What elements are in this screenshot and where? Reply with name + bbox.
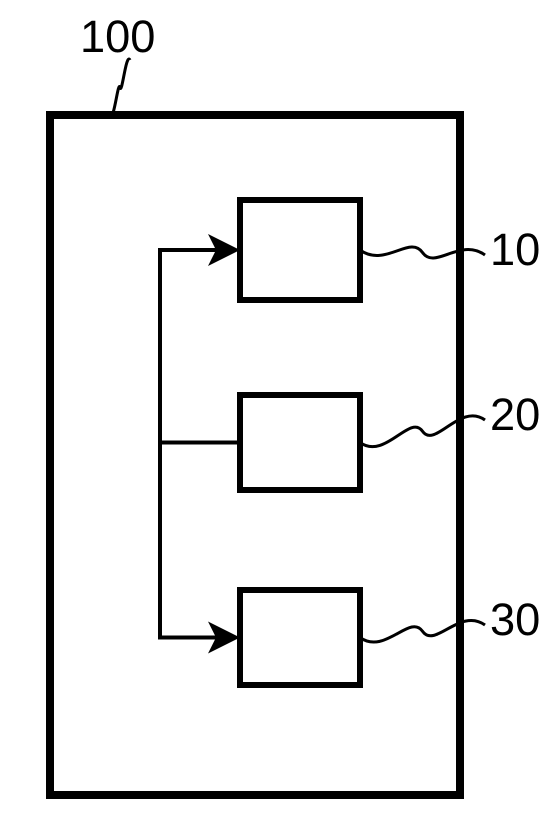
outer-box [50, 115, 460, 795]
block-b20 [240, 395, 360, 490]
lead-label: 30 [490, 594, 540, 645]
lead-label: 10 [490, 224, 540, 275]
lead-label: 100 [80, 11, 155, 62]
block-b10 [240, 200, 360, 300]
lead-line [360, 247, 485, 258]
arrow-b20-b30 [160, 443, 240, 638]
lead-line [110, 59, 130, 116]
block-b30 [240, 590, 360, 685]
lead-label: 20 [490, 389, 540, 440]
arrow-b20-b10 [160, 250, 240, 443]
lead-line [360, 620, 485, 642]
diagram-canvas: 100 10 20 30 [0, 0, 543, 826]
lead-line [360, 416, 485, 447]
